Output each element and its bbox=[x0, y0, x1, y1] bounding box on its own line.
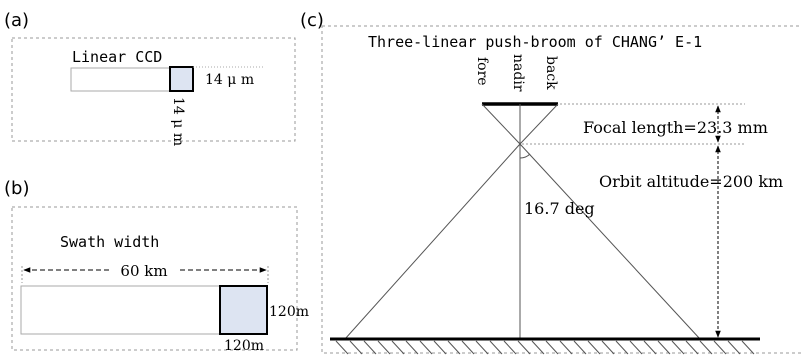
hatch-mark bbox=[489, 340, 503, 355]
ccd-pixel bbox=[169, 66, 194, 92]
hatch-mark bbox=[475, 340, 489, 355]
ground-pixel-height: 120m bbox=[269, 304, 309, 320]
view-back-label: back bbox=[543, 56, 559, 90]
hatch-mark bbox=[615, 340, 629, 355]
hatch-mark bbox=[671, 340, 685, 355]
panel-c: (c) Three-linear push-broom of CHANG’ E-… bbox=[300, 10, 802, 355]
hatch-mark bbox=[699, 340, 713, 355]
hatch-mark bbox=[391, 340, 405, 355]
angle-label: 16.7 deg bbox=[524, 199, 595, 218]
hatch-mark bbox=[447, 340, 461, 355]
panel-c-label: (c) bbox=[300, 10, 324, 31]
hatch-mark bbox=[587, 340, 601, 355]
hatch-mark bbox=[335, 340, 349, 355]
hatch-mark bbox=[643, 340, 657, 355]
focal-length-label: Focal length=23.3 mm bbox=[583, 118, 768, 137]
pixel-size-horizontal: 14 μ m bbox=[205, 72, 254, 88]
hatch-mark bbox=[531, 340, 545, 355]
hatch-mark bbox=[433, 340, 447, 355]
hatch-mark bbox=[713, 340, 727, 355]
hatch-mark bbox=[545, 340, 559, 355]
hatch-mark bbox=[503, 340, 517, 355]
hatch-mark bbox=[363, 340, 377, 355]
ray-fore-lower bbox=[344, 143, 521, 340]
panel-b-frame bbox=[11, 206, 298, 351]
panel-b: (b) Swath width 60 km 120m 120m bbox=[4, 178, 309, 354]
hatch-mark bbox=[559, 340, 573, 355]
hatch-mark bbox=[685, 340, 699, 355]
hatch-mark bbox=[573, 340, 587, 355]
panel-b-label: (b) bbox=[4, 178, 29, 199]
panel-a-frame bbox=[11, 37, 296, 142]
panel-a: (a) Linear CCD 14 μ m 14 μ m bbox=[4, 10, 296, 146]
ray-back-lower bbox=[519, 143, 701, 340]
hatch-mark bbox=[741, 340, 755, 355]
panel-c-title: Three-linear push-broom of CHANG’ E-1 bbox=[368, 33, 702, 51]
swath-width-value: 60 km bbox=[120, 262, 167, 280]
angle-arc bbox=[519, 153, 531, 159]
linear-ccd-title: Linear CCD bbox=[72, 48, 162, 66]
hatch-mark bbox=[461, 340, 475, 355]
pixel-size-vertical: 14 μ m bbox=[170, 97, 186, 146]
hatch-mark bbox=[405, 340, 419, 355]
panel-c-frame bbox=[321, 25, 802, 354]
hatch-mark bbox=[349, 340, 363, 355]
ccd-array bbox=[70, 67, 171, 92]
orbit-altitude-label: Orbit altitude=200 km bbox=[599, 172, 783, 191]
ray-back-upper bbox=[519, 103, 559, 145]
hatch-mark bbox=[377, 340, 391, 355]
ground-pixel bbox=[219, 285, 268, 335]
hatch-mark bbox=[419, 340, 433, 355]
view-fore-label: fore bbox=[474, 57, 490, 86]
ground-hatching bbox=[335, 340, 755, 355]
swath-strip bbox=[20, 285, 221, 335]
hatch-mark bbox=[657, 340, 671, 355]
hatch-mark bbox=[601, 340, 615, 355]
hatch-mark bbox=[629, 340, 643, 355]
view-nadir-label: nadir bbox=[510, 54, 526, 92]
hatch-mark bbox=[727, 340, 741, 355]
ray-fore-upper bbox=[481, 103, 521, 145]
panel-a-label: (a) bbox=[4, 10, 29, 31]
swath-width-title: Swath width bbox=[60, 233, 159, 251]
hatch-mark bbox=[517, 340, 531, 355]
ground-pixel-width: 120m bbox=[224, 338, 264, 354]
